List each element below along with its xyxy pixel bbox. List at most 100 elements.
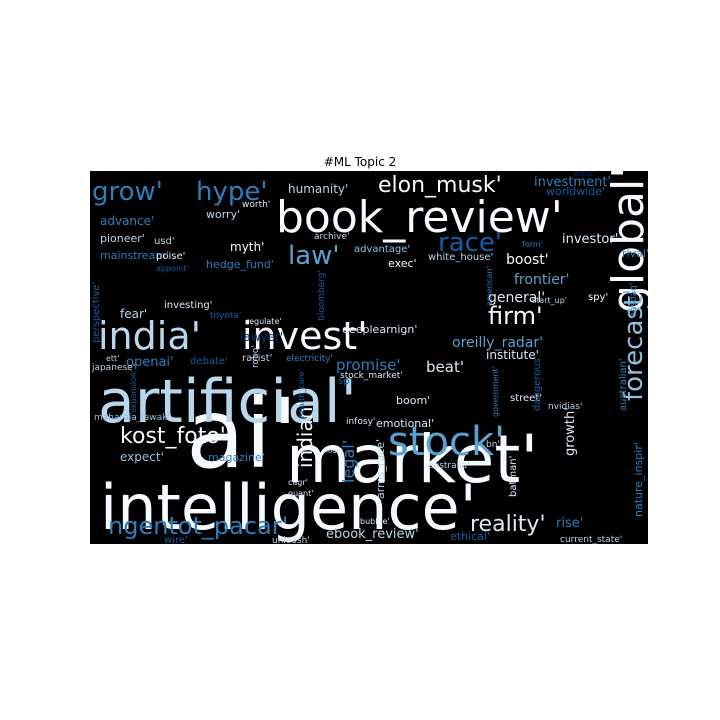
cloud-word: rise' [556, 516, 583, 531]
cloud-word: law' [288, 241, 340, 271]
cloud-word: bn' [486, 440, 500, 450]
cloud-word: expansion' [129, 370, 138, 413]
cloud-word: global' [603, 171, 648, 313]
cloud-word: usd' [154, 236, 175, 247]
cloud-word: book_review' [276, 192, 563, 243]
cloud-word: myth' [230, 240, 264, 254]
cloud-word: openai' [126, 355, 174, 370]
cloud-word: worry' [206, 208, 240, 221]
cloud-word: fear' [120, 307, 147, 321]
cloud-word: deeplearnign' [342, 323, 417, 336]
cloud-word: rival' [622, 247, 648, 260]
word-cloud-panel: ai' market' intelligence' artificial' book_r… [90, 171, 648, 544]
cloud-word: bubble' [360, 517, 390, 526]
cloud-word: hedge_fund' [206, 258, 274, 271]
cloud-word: bloomberg' [317, 270, 327, 321]
cloud-word: mainstream' [100, 249, 169, 262]
cloud-word: white_house' [428, 252, 493, 263]
cloud-word: stock_market' [340, 371, 403, 381]
cloud-word: maharaja_lawak' [94, 413, 170, 423]
cloud-word: general' [488, 290, 545, 306]
cloud-word: worldwide' [546, 185, 605, 198]
cloud-word: form' [522, 240, 543, 249]
cloud-word: investing' [164, 300, 213, 311]
cloud-word: advantage' [354, 244, 410, 255]
cloud-word: nasdaq' [629, 283, 639, 318]
cloud-word: ett' [106, 354, 119, 363]
cloud-word: institute' [486, 348, 539, 362]
cloud-word: wire' [164, 535, 188, 544]
cloud-word: emotional' [376, 417, 434, 430]
cloud-word: japanese' [91, 363, 135, 373]
cloud-word: ethical' [450, 530, 490, 543]
cloud-word: expect' [120, 450, 164, 464]
cloud-word: lawyer' [240, 330, 283, 344]
cloud-word: advance' [100, 214, 154, 228]
cloud-word: forecast' [619, 289, 648, 401]
cloud-word: arms_race' [374, 439, 387, 499]
cloud-word: cagr' [288, 478, 308, 487]
cloud-word: batman' [508, 456, 519, 497]
cloud-word: infosy' [346, 417, 375, 427]
cloud-word: quant' [288, 489, 313, 498]
cloud-word: invest' [242, 314, 368, 358]
cloud-word: investment' [534, 175, 611, 190]
cloud-word: racist' [242, 353, 272, 364]
cloud-word: archive' [314, 232, 350, 242]
cloud-word: beat' [426, 358, 464, 376]
cloud-word: unleash' [272, 536, 310, 544]
cloud-word: reality' [470, 512, 546, 537]
cloud-word: stock' [388, 419, 505, 465]
cloud-word: ethic' [574, 171, 596, 178]
cloud-word: spy' [588, 292, 608, 303]
cloud-word: nvidias' [548, 402, 582, 412]
cloud-word: india' [98, 314, 201, 358]
cloud-word: australian' [618, 358, 629, 411]
cloud-word: dangerous' [532, 355, 543, 411]
cloud-word: investor' [562, 232, 618, 247]
cloud-word: start_up' [532, 296, 567, 305]
cloud-word: boom' [396, 394, 430, 407]
cloud-word: worth' [242, 200, 270, 210]
cloud-word: government' [491, 366, 500, 417]
cloud-word: poise' [156, 251, 185, 262]
cloud-word: current_state' [560, 535, 622, 544]
cloud-word: loan' [326, 447, 343, 455]
cloud-word: ebook_review' [326, 527, 419, 542]
cloud-word: street' [510, 393, 542, 404]
cloud-word: growth' [563, 407, 578, 456]
cloud-word: health_care' [297, 369, 306, 418]
word-cloud: ai'market'intelligence' artificial' book_r… [91, 171, 648, 544]
cloud-word: humanity' [288, 182, 348, 196]
cloud-word: sp' [338, 376, 352, 387]
cloud-word: perspective' [91, 282, 102, 343]
cloud-word: intelligence' [100, 471, 477, 544]
cloud-word: grow' [92, 177, 163, 207]
cloud-word: robo' [251, 345, 261, 368]
cloud-word: toyota' [210, 311, 241, 321]
cloud-word: firm' [488, 302, 543, 330]
cloud-word: electricity' [286, 354, 333, 364]
cloud-word: frontier' [514, 272, 569, 288]
cloud-word: magazine' [208, 451, 265, 464]
cloud-word: debate' [190, 356, 228, 367]
cloud-word: hype' [196, 177, 268, 207]
cloud-word: ai' [186, 378, 298, 490]
cloud-word: nature_inspir' [632, 442, 645, 517]
cloud-word: oreilly_radar' [452, 335, 543, 351]
cloud-word: artificial' [98, 367, 357, 437]
cloud-word: indian' [293, 401, 317, 468]
cloud-word: legal' [339, 440, 358, 483]
cloud-word: race' [438, 228, 502, 258]
cloud-word: appoint' [156, 264, 189, 273]
figure-title: #ML Topic 2 [323, 155, 397, 169]
cloud-word: ngentot_pacar' [108, 512, 288, 540]
cloud-word: kost_foto' [120, 424, 226, 449]
cloud-word: elon_musk' [378, 173, 502, 198]
cloud-word: regulate' [246, 317, 282, 326]
cloud-word: australia' [428, 461, 470, 471]
cloud-word: pioneer' [100, 232, 145, 245]
cloud-word: exec' [388, 257, 417, 270]
cloud-word: promise' [336, 356, 400, 374]
cloud-word: american' [485, 266, 494, 306]
